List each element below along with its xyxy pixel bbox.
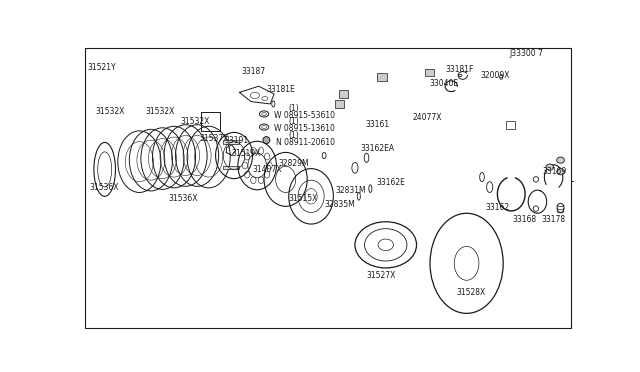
FancyBboxPatch shape — [378, 73, 387, 81]
Text: 31528X: 31528X — [456, 288, 486, 297]
Text: N 08911-20610: N 08911-20610 — [276, 138, 335, 147]
Text: 31407X: 31407X — [253, 165, 282, 174]
Text: W 08915-53610: W 08915-53610 — [274, 111, 335, 120]
Text: 33178: 33178 — [541, 215, 565, 224]
Text: 32009X: 32009X — [481, 71, 510, 80]
Text: 31532X: 31532X — [95, 107, 125, 116]
FancyBboxPatch shape — [339, 90, 348, 98]
Text: 32835M: 32835M — [324, 199, 355, 209]
FancyBboxPatch shape — [84, 48, 572, 328]
Ellipse shape — [546, 164, 554, 170]
Text: (1): (1) — [288, 131, 299, 140]
Ellipse shape — [557, 157, 564, 163]
Text: 31527X: 31527X — [367, 271, 396, 280]
Text: 24077X: 24077X — [413, 113, 442, 122]
Text: 32829M: 32829M — [278, 160, 308, 169]
Text: W 08915-13610: W 08915-13610 — [274, 124, 335, 133]
Text: 33162: 33162 — [486, 203, 510, 212]
Ellipse shape — [263, 137, 270, 144]
FancyBboxPatch shape — [425, 68, 435, 76]
Text: 33168: 33168 — [513, 215, 537, 224]
Text: 31532X: 31532X — [180, 117, 209, 126]
Text: 31536X: 31536X — [168, 194, 198, 203]
Text: 31521Y: 31521Y — [88, 63, 116, 72]
Text: 33161: 33161 — [365, 120, 389, 129]
Text: 32831M: 32831M — [336, 186, 366, 195]
Text: 33191: 33191 — [224, 136, 248, 145]
Text: 31532X: 31532X — [145, 107, 175, 116]
Text: 33169: 33169 — [542, 167, 566, 176]
Text: 31519X: 31519X — [232, 150, 261, 158]
Text: 33181E: 33181E — [266, 85, 295, 94]
FancyBboxPatch shape — [506, 121, 515, 129]
Text: (1): (1) — [288, 117, 299, 126]
FancyBboxPatch shape — [335, 100, 344, 108]
FancyBboxPatch shape — [223, 166, 239, 169]
Text: 33162EA: 33162EA — [360, 144, 394, 153]
Text: 33187: 33187 — [241, 67, 265, 76]
Text: (1): (1) — [288, 104, 299, 113]
Text: 33040E: 33040E — [429, 78, 459, 88]
Text: 31536X: 31536X — [90, 183, 119, 192]
Text: J33300 7: J33300 7 — [509, 49, 543, 58]
Ellipse shape — [557, 169, 564, 175]
Text: 31515X: 31515X — [288, 194, 317, 203]
FancyBboxPatch shape — [223, 140, 239, 144]
Text: 31537X: 31537X — [200, 134, 229, 143]
Text: 33181F: 33181F — [445, 65, 474, 74]
Text: 33162E: 33162E — [376, 178, 405, 187]
